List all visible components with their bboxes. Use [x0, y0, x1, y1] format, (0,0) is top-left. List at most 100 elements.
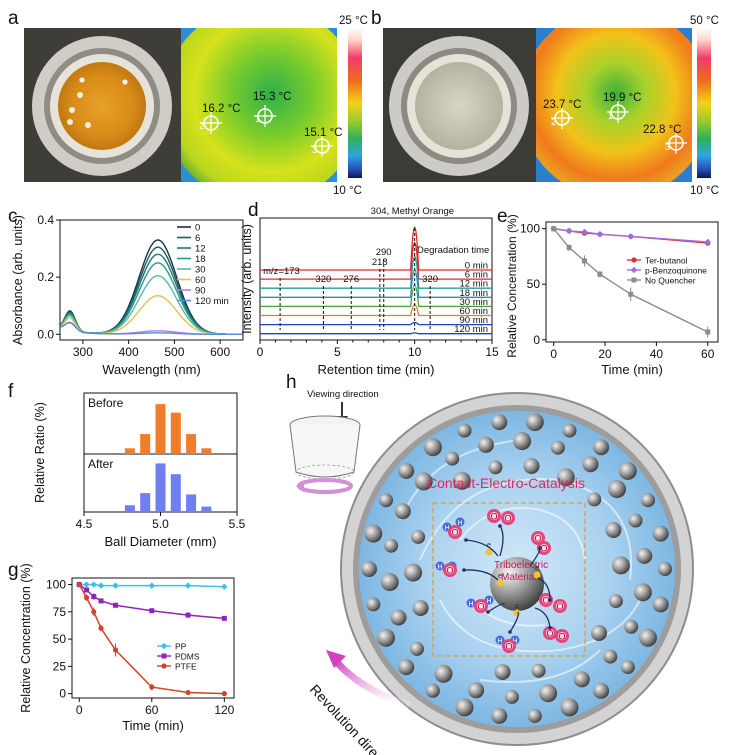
chart-d-trace-7	[260, 332, 492, 335]
grinding-ball	[620, 660, 635, 675]
reaction-arrow	[487, 603, 506, 613]
hydrogen-atom	[495, 635, 505, 645]
chart-c-xtick-label: 600	[210, 345, 230, 359]
chart-g-point	[185, 689, 191, 696]
grinding-ball	[611, 556, 630, 575]
chart-e-legend-marker-0	[631, 257, 637, 263]
grinding-ball	[562, 423, 577, 438]
grinding-ball	[608, 480, 626, 499]
oxygen-core	[556, 602, 564, 610]
grinding-ball	[425, 683, 440, 698]
chart-g-point	[221, 615, 227, 621]
reactive-species: HHOOOOOHHOOOHHOHHOOOeeee	[435, 509, 569, 653]
scale-min-a: 10 °C	[333, 185, 362, 197]
chart-d-legend-title: Degradation time	[417, 245, 489, 256]
grinding-ball	[390, 609, 407, 626]
chart-g-ytick-label: 25	[53, 659, 67, 673]
chart-e-xtick-label: 60	[701, 347, 715, 361]
chart-g-point	[185, 612, 191, 618]
zoom-box	[432, 502, 586, 657]
grinding-ball	[603, 649, 618, 664]
oxygen-core	[451, 528, 459, 536]
chart-d-trace-label-7: 120 min	[454, 324, 488, 335]
chart-e-point	[627, 233, 634, 240]
chart-c-legend-label-2: 12	[195, 244, 206, 255]
grinding-ball	[636, 547, 653, 564]
grinding-ball	[379, 493, 393, 508]
chart-e-xtick-label: 0	[550, 347, 557, 361]
chart-g-ytick-label: 75	[53, 605, 67, 619]
chart-f-bar	[124, 448, 135, 454]
grinding-ball	[560, 698, 579, 717]
chart-e-point	[597, 271, 603, 277]
chart-c-ytick-label: 0.4	[37, 213, 54, 227]
grinding-ball	[491, 414, 508, 431]
panel-label-c: c	[8, 206, 18, 227]
grinding-ball	[457, 423, 472, 438]
chart-e-quenching: 0 20 40 60 0 50 100 Time (min) Relative Concentr…	[505, 214, 719, 377]
chart-e-point	[551, 226, 557, 232]
grinding-ball	[593, 682, 610, 699]
grinding-ball	[366, 597, 381, 612]
chart-g-point	[98, 625, 104, 631]
chart-d-trace-1	[260, 242, 492, 280]
cup-icon	[289, 415, 361, 480]
grinding-ball	[628, 513, 643, 528]
chart-f-bar	[155, 463, 166, 512]
chart-c-legend-label-7: 120 min	[195, 296, 229, 307]
oxygen-symbol: O	[504, 514, 511, 524]
grinding-ball	[491, 707, 508, 724]
triboelectric-ball	[490, 557, 544, 611]
electron-dot	[513, 609, 521, 617]
grinding-ball	[504, 689, 519, 704]
triboelectric-label-2: Materials	[501, 572, 542, 583]
chart-g-point	[91, 594, 97, 600]
grinding-ball	[556, 468, 575, 487]
oxygen-symbol: O	[446, 566, 453, 576]
oxygen-core	[446, 566, 454, 574]
chart-g-point	[148, 582, 155, 589]
crosshair-b-2: 2	[551, 107, 573, 129]
oxygen-symbol: O	[546, 629, 553, 639]
reaction-arrowhead	[464, 538, 468, 542]
grinding-ball	[658, 562, 672, 576]
chart-e-point	[581, 228, 588, 236]
chart-c-legend-label-0: 0	[195, 223, 200, 234]
oxygen-core	[546, 629, 554, 637]
chart-g-ylabel: Relative Concentration (%)	[19, 563, 33, 712]
crosshair-index-a-2: 2	[199, 121, 204, 131]
grinding-ball	[531, 663, 546, 678]
white-beads	[415, 62, 503, 150]
chart-c-legend-label-4: 30	[195, 265, 206, 276]
chart-f-xtick-label: 4.5	[76, 517, 93, 531]
reaction-arrow	[465, 539, 499, 557]
oxygen-core	[505, 642, 513, 650]
chart-g-point	[84, 587, 90, 593]
chart-f-series-label-1: After	[88, 457, 113, 471]
chart-f-bar	[201, 506, 212, 512]
crosshair-a-3: 3	[311, 135, 333, 157]
reaction-arrow	[463, 569, 499, 581]
chart-d-annotation-3: 218	[372, 257, 388, 268]
chart-f-bar	[155, 404, 166, 454]
electron-symbol: e	[498, 573, 502, 580]
oxygen-core	[542, 596, 550, 604]
chart-c-series-line-1	[60, 246, 243, 335]
chart-g-legend-label-1: PDMS	[175, 652, 200, 662]
chart-g-point	[83, 595, 90, 601]
reaction-arrowhead	[462, 568, 466, 572]
grinding-ball	[452, 471, 471, 490]
panel-h-schematic: Viewing direction Contact-Electro-Cataly…	[289, 389, 694, 755]
grinding-ball	[364, 524, 383, 543]
grinding-ball	[384, 538, 399, 553]
grinding-ball	[414, 472, 433, 491]
grinding-ball	[394, 503, 411, 520]
grinding-ball	[361, 561, 377, 577]
electron-symbol: e	[515, 603, 519, 610]
hydrogen-symbol: H	[497, 638, 502, 645]
oxygen-symbol: O	[505, 642, 512, 652]
crosshair-a-2: 2	[199, 112, 222, 134]
reaction-arrowhead	[538, 546, 542, 550]
oxygen-core	[540, 544, 548, 552]
color-scale-b	[697, 28, 711, 178]
